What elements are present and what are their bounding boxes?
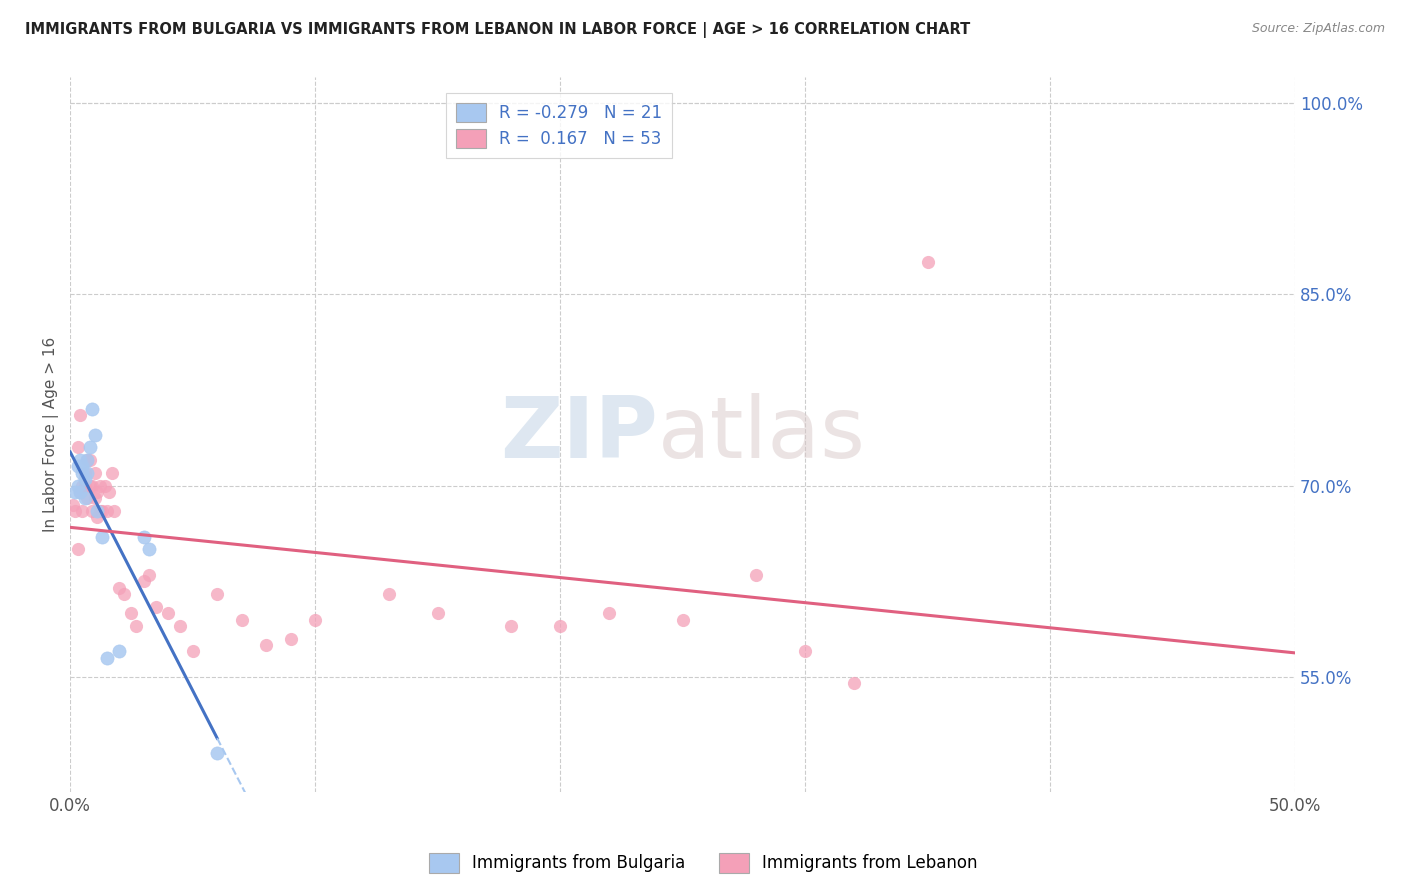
Point bbox=[82, 478, 104, 492]
Point bbox=[86, 485, 108, 500]
Point bbox=[76, 491, 98, 506]
Point bbox=[231, 613, 253, 627]
Point bbox=[86, 504, 108, 518]
Point bbox=[132, 574, 155, 589]
Point bbox=[89, 478, 111, 492]
Text: Source: ZipAtlas.com: Source: ZipAtlas.com bbox=[1251, 22, 1385, 36]
Point bbox=[72, 504, 94, 518]
Point bbox=[205, 587, 228, 601]
Point bbox=[69, 453, 91, 467]
Point bbox=[745, 567, 768, 582]
Point bbox=[917, 255, 939, 269]
Point bbox=[108, 644, 131, 658]
Point bbox=[108, 581, 131, 595]
Point bbox=[842, 676, 865, 690]
Point bbox=[96, 650, 118, 665]
Point bbox=[83, 491, 105, 506]
Point bbox=[98, 485, 121, 500]
Point bbox=[157, 606, 180, 620]
Point bbox=[145, 599, 167, 614]
Point bbox=[69, 409, 91, 423]
Point bbox=[91, 530, 114, 544]
Point bbox=[73, 472, 96, 486]
Point bbox=[63, 485, 86, 500]
Point bbox=[66, 440, 89, 454]
Point bbox=[426, 606, 449, 620]
Point bbox=[169, 619, 191, 633]
Point bbox=[73, 491, 96, 506]
Point bbox=[82, 504, 104, 518]
Point bbox=[69, 485, 91, 500]
Point bbox=[76, 453, 98, 467]
Point bbox=[79, 453, 101, 467]
Point bbox=[93, 478, 115, 492]
Point bbox=[548, 619, 571, 633]
Point bbox=[72, 459, 94, 474]
Point bbox=[794, 644, 817, 658]
Point bbox=[91, 504, 114, 518]
Point bbox=[181, 644, 204, 658]
Legend: Immigrants from Bulgaria, Immigrants from Lebanon: Immigrants from Bulgaria, Immigrants fro… bbox=[422, 847, 984, 880]
Point bbox=[76, 466, 98, 480]
Point bbox=[79, 440, 101, 454]
Text: ZIP: ZIP bbox=[501, 393, 658, 476]
Point bbox=[83, 427, 105, 442]
Point bbox=[280, 632, 302, 646]
Point bbox=[82, 402, 104, 417]
Point bbox=[138, 542, 160, 557]
Text: atlas: atlas bbox=[658, 393, 866, 476]
Point bbox=[79, 478, 101, 492]
Point bbox=[125, 619, 148, 633]
Point bbox=[672, 613, 695, 627]
Point bbox=[132, 530, 155, 544]
Point bbox=[63, 504, 86, 518]
Point bbox=[73, 478, 96, 492]
Point bbox=[598, 606, 620, 620]
Point bbox=[254, 638, 277, 652]
Point bbox=[66, 542, 89, 557]
Point bbox=[121, 606, 143, 620]
Point bbox=[501, 619, 523, 633]
Point bbox=[304, 613, 326, 627]
Y-axis label: In Labor Force | Age > 16: In Labor Force | Age > 16 bbox=[44, 337, 59, 533]
Point bbox=[69, 485, 91, 500]
Point bbox=[66, 478, 89, 492]
Point bbox=[96, 504, 118, 518]
Point bbox=[101, 466, 124, 480]
Point bbox=[377, 587, 399, 601]
Legend: R = -0.279   N = 21, R =  0.167   N = 53: R = -0.279 N = 21, R = 0.167 N = 53 bbox=[446, 93, 672, 158]
Point bbox=[72, 478, 94, 492]
Point bbox=[66, 459, 89, 474]
Point bbox=[73, 466, 96, 480]
Point bbox=[62, 498, 84, 512]
Text: IMMIGRANTS FROM BULGARIA VS IMMIGRANTS FROM LEBANON IN LABOR FORCE | AGE > 16 CO: IMMIGRANTS FROM BULGARIA VS IMMIGRANTS F… bbox=[25, 22, 970, 38]
Point bbox=[205, 747, 228, 761]
Point bbox=[112, 587, 135, 601]
Point bbox=[89, 504, 111, 518]
Point bbox=[72, 466, 94, 480]
Point bbox=[86, 510, 108, 524]
Point bbox=[83, 466, 105, 480]
Point bbox=[76, 453, 98, 467]
Point bbox=[138, 567, 160, 582]
Point bbox=[103, 504, 125, 518]
